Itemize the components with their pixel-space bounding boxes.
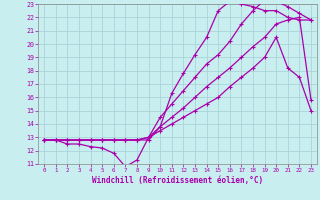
X-axis label: Windchill (Refroidissement éolien,°C): Windchill (Refroidissement éolien,°C) <box>92 176 263 185</box>
